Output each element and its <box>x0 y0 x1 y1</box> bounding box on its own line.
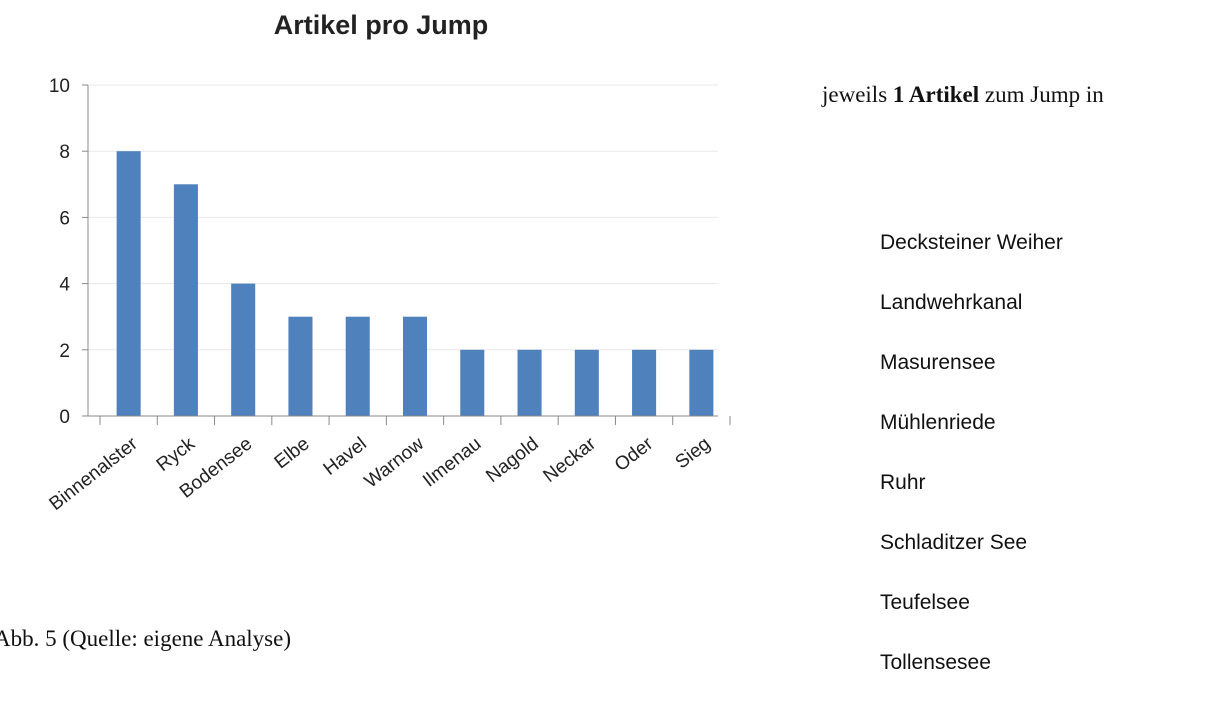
side-note-prefix: jeweils <box>822 82 893 107</box>
bar <box>574 349 599 416</box>
bar <box>116 151 141 416</box>
chart-title: Artikel pro Jump <box>273 10 489 40</box>
x-category-label: Oder <box>611 433 658 476</box>
bar <box>460 349 485 416</box>
bar <box>345 316 370 416</box>
figure-caption: Abb. 5 (Quelle: eigene Analyse) <box>0 626 291 651</box>
y-tick-label: 0 <box>59 407 70 428</box>
y-tick-label: 2 <box>59 341 70 362</box>
x-category-label: Binnenalster <box>46 433 143 515</box>
bar <box>517 349 542 416</box>
bar <box>173 184 198 416</box>
x-category-label: Ryck <box>153 433 200 476</box>
x-category-label: Elbe <box>271 433 314 473</box>
y-tick-label: 6 <box>59 208 70 229</box>
bar <box>402 316 428 416</box>
y-tick-label: 10 <box>49 76 70 97</box>
y-tick-label: 8 <box>59 142 70 163</box>
lake-list-item: Decksteiner Weiher <box>880 231 1063 254</box>
lake-list-item: Masurensee <box>880 351 996 374</box>
x-category-label: Ilmenau <box>419 433 485 491</box>
side-note: jeweils 1 Artikel zum Jump in <box>822 82 1104 108</box>
x-category-label: Sieg <box>672 433 715 473</box>
y-tick-label: 4 <box>59 275 70 296</box>
side-note-suffix: zum Jump in <box>979 82 1104 107</box>
bar <box>231 283 256 416</box>
lake-list-item: Ruhr <box>880 471 926 494</box>
bar <box>632 349 657 416</box>
lake-list-item: Tollensesee <box>880 651 991 674</box>
lake-list-item: Mühlenriede <box>880 411 996 434</box>
axes <box>82 84 731 425</box>
x-category-label: Warnow <box>361 433 429 492</box>
x-category-label: Nagold <box>482 433 542 487</box>
lake-list-item: Teufelsee <box>880 591 970 614</box>
lake-list-item: Schladitzer See <box>880 531 1028 554</box>
bar <box>689 349 714 416</box>
lake-list-item: Landwehrkanal <box>880 291 1023 314</box>
side-note-bold: 1 Artikel <box>892 82 980 107</box>
x-category-label: Neckar <box>540 433 601 487</box>
bars <box>116 151 714 416</box>
bar <box>288 316 313 416</box>
lake-list: Decksteiner Weiher Landwehrkanal Masurense… <box>880 228 1063 708</box>
